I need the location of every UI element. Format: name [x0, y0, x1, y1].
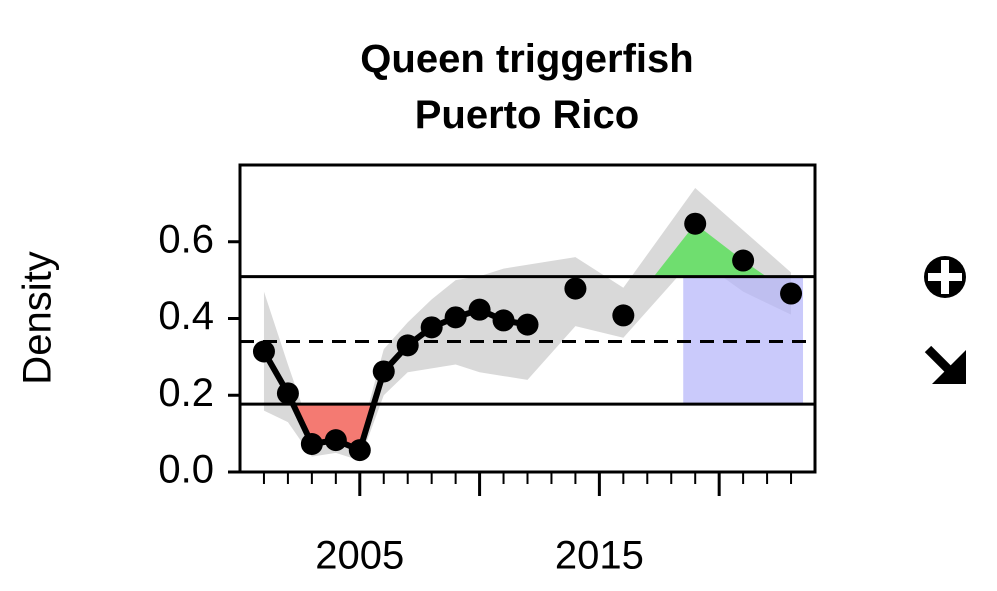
y-tick-label: 0.6: [158, 217, 214, 261]
data-point: [396, 334, 419, 357]
x-tick-label: 2005: [315, 534, 404, 578]
data-point: [468, 298, 491, 321]
y-axis-label: Density: [16, 251, 60, 384]
y-tick-label: 0.0: [158, 448, 214, 492]
above-fill: [263, 223, 792, 277]
trend-icons: [924, 256, 966, 384]
data-point: [276, 382, 299, 405]
data-point: [564, 277, 587, 300]
data-point: [492, 309, 515, 332]
data-point: [780, 282, 803, 305]
data-point: [300, 432, 323, 455]
y-tick-label: 0.2: [158, 371, 214, 415]
chart-subtitle: Puerto Rico: [415, 93, 639, 137]
data-point: [252, 340, 275, 363]
y-tick-label: 0.4: [158, 294, 214, 338]
data-point: [612, 304, 635, 327]
data-point: [684, 212, 707, 235]
chart-title: Queen triggerfish: [360, 37, 693, 81]
data-point: [348, 439, 371, 462]
data-point: [324, 429, 347, 452]
data-point: [420, 316, 443, 339]
mean-icon-plus: [941, 260, 949, 294]
data-point: [516, 313, 539, 336]
data-point: [732, 249, 755, 272]
data-point: [444, 306, 467, 329]
x-tick-label: 2015: [555, 534, 644, 578]
data-point: [372, 360, 395, 383]
trend-arrow-head: [932, 350, 966, 384]
